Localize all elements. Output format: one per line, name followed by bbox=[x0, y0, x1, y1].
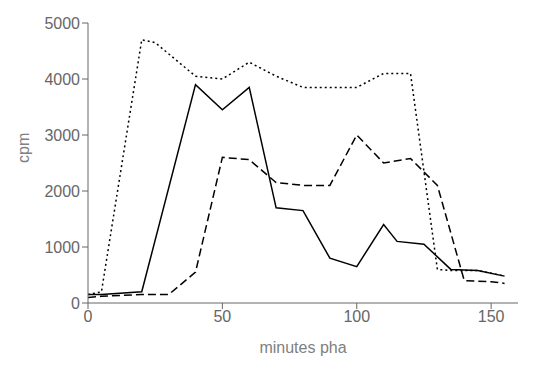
svg-text:cpm: cpm bbox=[15, 133, 32, 163]
svg-text:2000: 2000 bbox=[44, 183, 80, 200]
svg-text:minutes pha: minutes pha bbox=[259, 339, 346, 356]
svg-text:4000: 4000 bbox=[44, 71, 80, 88]
svg-text:5000: 5000 bbox=[44, 15, 80, 32]
svg-text:3000: 3000 bbox=[44, 127, 80, 144]
svg-text:0: 0 bbox=[84, 308, 93, 325]
svg-text:1000: 1000 bbox=[44, 239, 80, 256]
svg-text:100: 100 bbox=[343, 308, 370, 325]
svg-text:50: 50 bbox=[213, 308, 231, 325]
svg-text:0: 0 bbox=[71, 295, 80, 312]
svg-text:150: 150 bbox=[478, 308, 505, 325]
